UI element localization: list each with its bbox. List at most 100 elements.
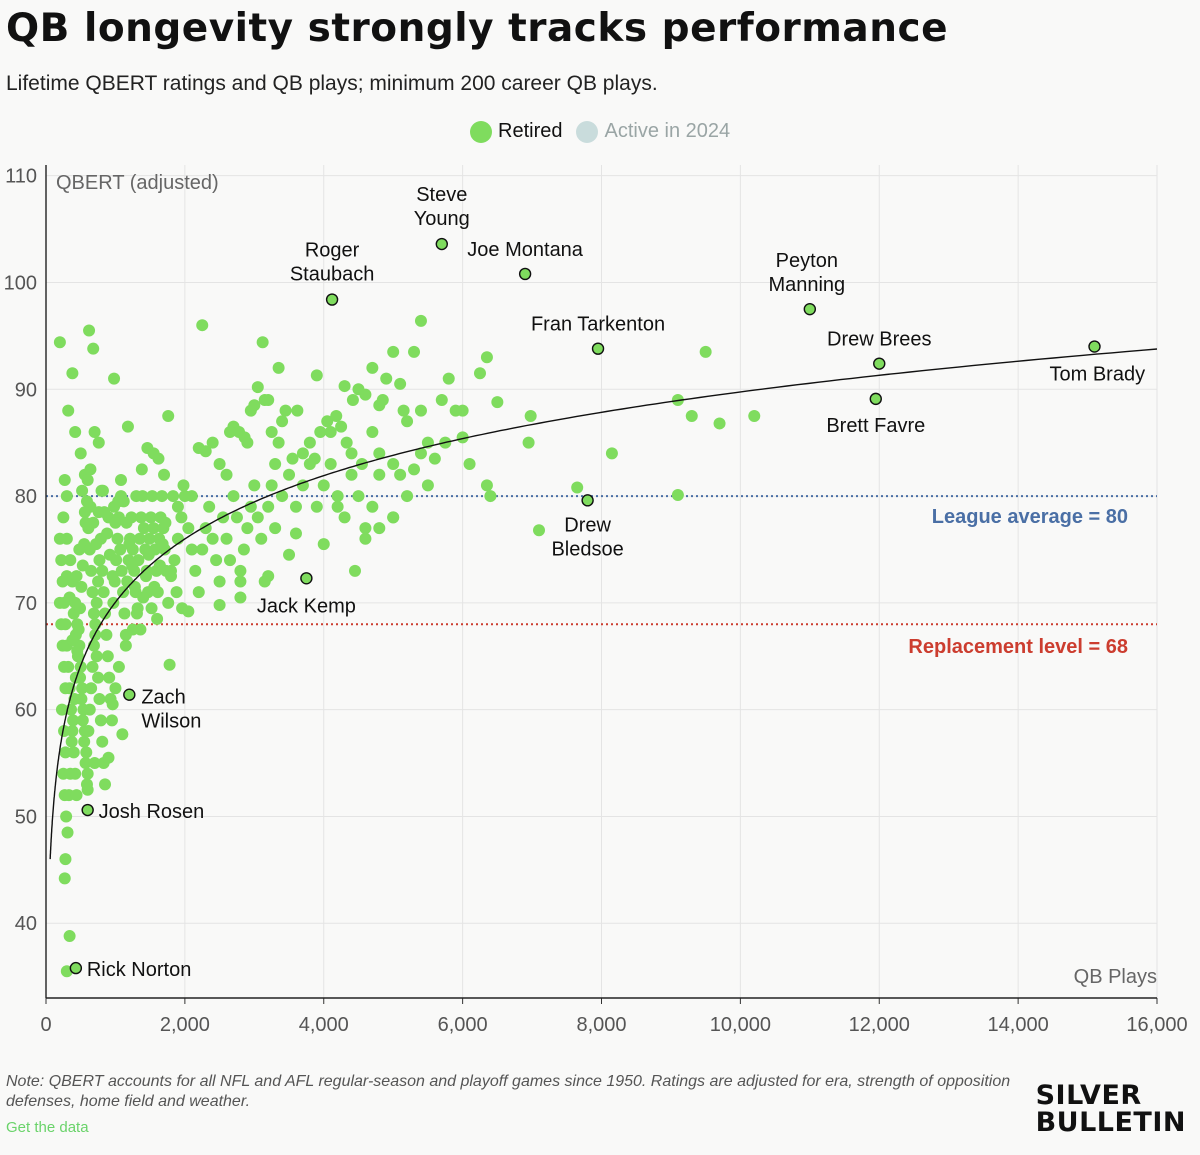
data-point [95, 484, 108, 497]
data-point [76, 682, 89, 695]
data-point [115, 564, 128, 577]
labeled-point [123, 688, 136, 701]
data-point [206, 532, 219, 545]
data-point [213, 575, 226, 588]
data-point [93, 692, 106, 705]
data-point [55, 554, 68, 567]
trend-line [49, 348, 1158, 860]
data-point [135, 511, 148, 524]
data-point [106, 570, 119, 583]
data-point [62, 404, 75, 417]
data-point [70, 570, 83, 583]
data-point [135, 463, 148, 476]
data-point [387, 458, 400, 471]
data-point [283, 548, 296, 561]
data-point [296, 447, 309, 460]
data-point [92, 575, 105, 588]
data-point [265, 425, 278, 438]
data-point [101, 650, 114, 663]
data-point [114, 474, 127, 487]
point-label: Steve Young [414, 184, 470, 230]
data-point [136, 490, 149, 503]
data-point [234, 591, 247, 604]
data-point [131, 602, 144, 615]
labeled-point [873, 357, 886, 370]
legend-item-retired[interactable]: Retired [470, 120, 562, 143]
data-point [408, 345, 421, 358]
data-point [114, 543, 127, 556]
data-point [60, 490, 73, 503]
data-point [137, 591, 150, 604]
data-point [123, 538, 136, 551]
x-tick-label: 14,000 [988, 1014, 1049, 1036]
data-point [64, 554, 77, 567]
reference-line-label: League average = 80 [932, 506, 1128, 528]
data-point [81, 767, 94, 780]
data-point [89, 618, 102, 631]
data-point [119, 639, 132, 652]
data-point [103, 671, 116, 684]
data-point [265, 479, 278, 492]
scatter-chart: League average = 80 Replacement level = 6… [4, 165, 1188, 1036]
chart-legend: Retired Active in 2024 [470, 120, 744, 143]
data-point [55, 703, 68, 716]
y-tick-label: 60 [15, 700, 37, 722]
data-point [182, 522, 195, 535]
data-point [314, 425, 327, 438]
data-point [196, 543, 209, 556]
data-points [53, 314, 761, 978]
data-point [78, 506, 91, 519]
data-point [394, 377, 407, 390]
data-point [117, 495, 130, 508]
data-point [78, 735, 91, 748]
data-point [196, 319, 209, 332]
labeled-point [581, 494, 594, 507]
y-tick-label: 100 [4, 272, 37, 294]
point-label: Roger Staubach [290, 240, 375, 286]
x-tick-label: 10,000 [710, 1014, 771, 1036]
x-tick-label: 8,000 [576, 1014, 626, 1036]
x-tick-label: 12,000 [849, 1014, 910, 1036]
data-point [83, 703, 96, 716]
data-point [338, 511, 351, 524]
chart-subtitle: Lifetime QBERT ratings and QB plays; min… [6, 72, 658, 95]
data-point [272, 436, 285, 449]
data-point [435, 393, 448, 406]
data-point [92, 671, 105, 684]
data-point [70, 789, 83, 802]
data-point [155, 490, 168, 503]
labeled-points: Tom Brady Drew Brees Brett Favre Peyton Mann… [69, 184, 1145, 981]
get-data-link[interactable]: Get the data [6, 1119, 89, 1136]
data-point [98, 506, 111, 519]
data-point [276, 415, 289, 428]
data-point [86, 586, 99, 599]
data-point [251, 511, 264, 524]
data-point [241, 522, 254, 535]
data-point [66, 634, 79, 647]
data-point [58, 725, 71, 738]
legend-item-active[interactable]: Active in 2024 [576, 120, 730, 143]
data-point [178, 490, 191, 503]
x-tick-label: 4,000 [299, 1014, 349, 1036]
point-label: Drew Brees [827, 329, 931, 351]
y-tick-label: 70 [15, 593, 37, 615]
data-point [685, 409, 698, 422]
data-point [58, 596, 71, 609]
data-point [67, 714, 80, 727]
data-point [473, 367, 486, 380]
data-point [133, 532, 146, 545]
data-point [126, 559, 139, 572]
data-point [163, 658, 176, 671]
labeled-point [300, 572, 313, 585]
data-point [524, 409, 537, 422]
data-point [255, 532, 268, 545]
data-point [224, 425, 237, 438]
data-point [99, 607, 112, 620]
data-point [63, 930, 76, 943]
data-point [210, 554, 223, 567]
data-point [97, 586, 110, 599]
data-point [94, 714, 107, 727]
data-point [331, 500, 344, 513]
data-point [291, 404, 304, 417]
data-point [145, 602, 158, 615]
